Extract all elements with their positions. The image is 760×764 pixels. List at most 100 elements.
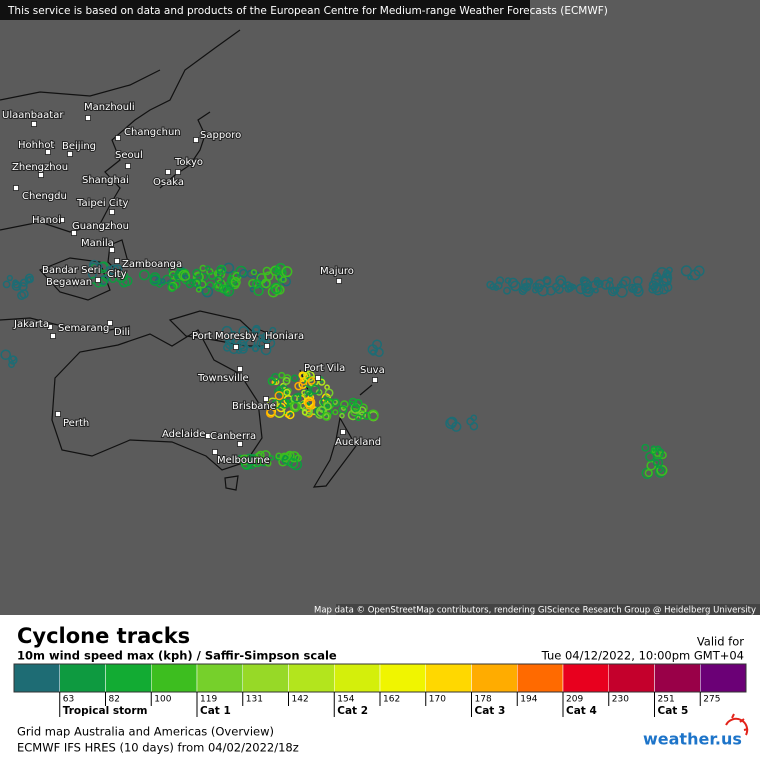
city-label: Begawan xyxy=(46,277,92,288)
track-marker xyxy=(105,266,112,272)
scale-tick-label: 209 xyxy=(566,695,583,705)
city-label: Suva xyxy=(360,365,385,376)
track-marker xyxy=(239,268,249,278)
track-marker xyxy=(276,385,284,394)
city-dot xyxy=(114,258,120,264)
city-dot xyxy=(55,411,61,417)
city-dot xyxy=(85,115,91,121)
city-dot xyxy=(237,441,243,447)
scale-segment xyxy=(608,663,655,693)
track-marker xyxy=(96,263,103,270)
track-marker xyxy=(470,414,478,422)
city-dot xyxy=(263,396,269,402)
city-label: Beijing xyxy=(62,141,96,152)
track-marker xyxy=(289,401,301,413)
track-marker xyxy=(260,450,271,461)
track-marker xyxy=(12,279,19,286)
city-dot xyxy=(340,429,346,435)
scale-tick-label: 154 xyxy=(337,695,354,705)
track-marker xyxy=(607,277,614,284)
city-label: Osaka xyxy=(153,177,184,188)
city-label: Ulaanbaatar xyxy=(2,110,64,121)
track-marker xyxy=(122,275,133,287)
valid-time: Tue 04/12/2022, 10:00pm GMT+04 xyxy=(541,649,744,663)
city-label: Zhengzhou xyxy=(12,162,68,173)
track-marker xyxy=(245,338,256,349)
track-marker xyxy=(372,339,382,350)
track-marker xyxy=(108,264,120,276)
category-label: Cat 3 xyxy=(475,705,506,717)
track-marker xyxy=(287,457,299,469)
city-dot xyxy=(165,169,171,175)
track-marker xyxy=(451,421,462,432)
track-marker xyxy=(274,390,284,401)
track-marker xyxy=(238,326,249,337)
city-label: Semarang xyxy=(58,323,109,334)
city-dot xyxy=(336,278,342,284)
scale-tick-label: 178 xyxy=(475,695,492,705)
scale-segment xyxy=(379,663,426,693)
track-marker xyxy=(270,282,282,294)
track-marker xyxy=(339,412,345,419)
city-dot xyxy=(109,247,115,253)
city-label: Majuro xyxy=(320,266,354,277)
scale-tick-label: 230 xyxy=(612,695,629,705)
track-marker xyxy=(195,286,202,293)
scale-segment xyxy=(288,663,335,693)
track-marker xyxy=(307,390,314,397)
city-label: City xyxy=(107,269,127,280)
city-dot xyxy=(50,333,56,339)
track-marker xyxy=(192,268,202,278)
city-label: Dili xyxy=(114,327,130,338)
track-marker xyxy=(192,278,202,288)
track-marker xyxy=(521,277,532,289)
city-dot xyxy=(59,217,65,223)
city-dot xyxy=(264,343,270,349)
cyclone-tracks xyxy=(0,259,705,479)
track-marker xyxy=(600,279,611,290)
track-marker xyxy=(351,403,360,412)
scale-segment xyxy=(562,663,609,693)
scale-tick-label: 170 xyxy=(429,695,446,705)
track-marker xyxy=(291,393,302,403)
track-marker xyxy=(534,279,546,290)
logo[interactable]: weather.us xyxy=(643,730,742,749)
track-marker xyxy=(256,457,263,465)
track-marker xyxy=(206,281,215,290)
legend-subtitle: 10m wind speed max (kph) / Saffir-Simpso… xyxy=(17,649,337,663)
track-marker xyxy=(26,275,34,284)
scale-tick-label: 119 xyxy=(200,695,217,705)
footer-line: ECMWF IFS HRES (10 days) from 04/02/2022… xyxy=(17,741,299,755)
city-dot xyxy=(95,277,101,283)
track-marker xyxy=(282,376,291,385)
track-marker xyxy=(180,271,191,281)
city-dot xyxy=(71,230,77,236)
track-marker xyxy=(584,285,594,294)
city-dot xyxy=(175,169,181,175)
track-marker xyxy=(204,265,211,271)
banner-background xyxy=(0,0,530,20)
track-marker xyxy=(340,400,349,409)
track-marker xyxy=(332,409,339,416)
track-marker xyxy=(223,262,235,274)
city-label: Hanoi xyxy=(32,215,61,226)
track-marker xyxy=(221,325,233,337)
track-marker xyxy=(503,286,511,295)
track-marker xyxy=(252,345,259,353)
track-marker xyxy=(316,406,328,418)
track-marker xyxy=(556,278,565,287)
track-marker xyxy=(263,271,274,281)
city-label: Changchun xyxy=(124,127,181,138)
track-marker xyxy=(362,411,371,421)
track-marker xyxy=(566,282,575,291)
track-marker xyxy=(629,285,638,294)
track-marker xyxy=(510,280,521,292)
track-marker xyxy=(250,269,258,276)
track-marker xyxy=(109,275,117,283)
city-label: Port Vila xyxy=(304,363,345,374)
track-marker xyxy=(320,397,330,407)
city-label: Perth xyxy=(63,418,89,429)
city-dot xyxy=(45,149,51,155)
track-marker xyxy=(551,282,561,292)
